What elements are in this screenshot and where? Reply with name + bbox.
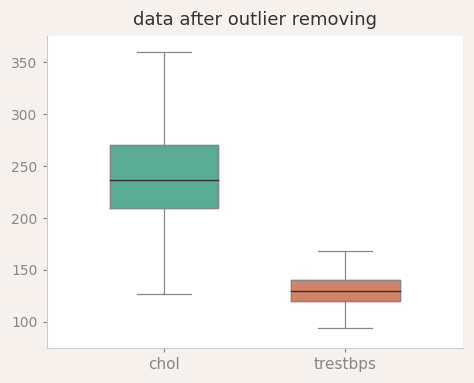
- Title: data after outlier removing: data after outlier removing: [133, 11, 377, 29]
